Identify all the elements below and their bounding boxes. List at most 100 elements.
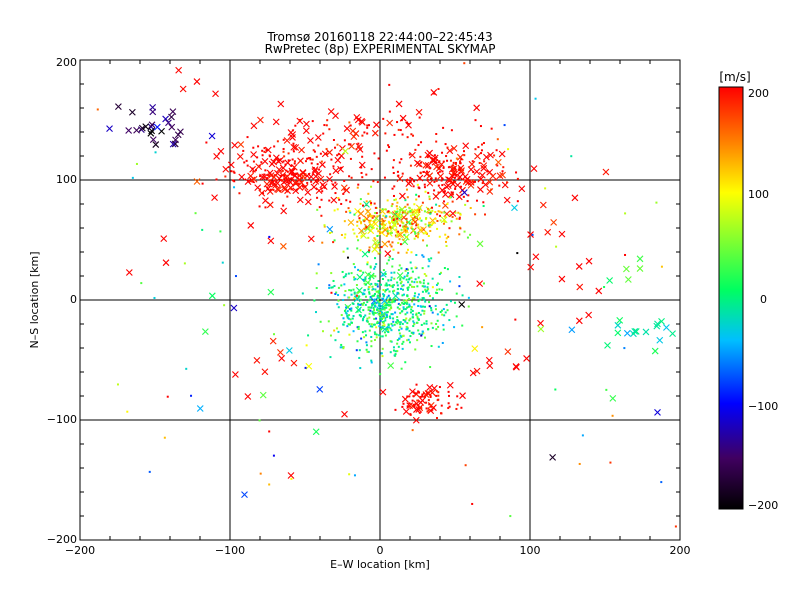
data-point-dot xyxy=(352,263,355,266)
data-point-dot xyxy=(480,152,483,155)
data-point-dot xyxy=(387,279,390,282)
data-point-dot xyxy=(359,202,362,205)
data-point-dot xyxy=(373,220,376,223)
data-point-dot xyxy=(337,286,340,289)
data-point-dot xyxy=(432,406,435,409)
data-point-dot xyxy=(399,312,402,315)
data-point-cross xyxy=(213,152,221,160)
data-point-dot xyxy=(415,198,418,201)
data-point-dot xyxy=(446,268,449,271)
data-point-dot xyxy=(412,230,415,233)
data-point-dot xyxy=(368,246,371,249)
data-point-dot xyxy=(233,180,236,183)
data-point-dot xyxy=(316,173,319,176)
data-point-dot xyxy=(348,314,351,317)
data-point-cross xyxy=(152,141,160,148)
data-point-cross xyxy=(305,362,313,370)
data-point-dot xyxy=(454,163,457,166)
data-point-dot xyxy=(424,300,427,303)
data-point-dot xyxy=(437,87,440,90)
data-point-dot xyxy=(374,311,377,314)
data-point-dot xyxy=(422,228,425,231)
data-point-dot xyxy=(245,159,248,162)
data-point-dot xyxy=(408,207,411,210)
data-point-dot xyxy=(416,339,419,342)
data-point-dot xyxy=(433,154,436,157)
data-point-dot xyxy=(460,158,463,161)
data-point-dot xyxy=(410,331,413,334)
data-point-dot xyxy=(357,142,360,145)
data-point-dot xyxy=(402,306,405,309)
data-point-dot xyxy=(368,292,371,295)
data-point-dot xyxy=(447,407,450,410)
data-point-dot xyxy=(367,306,370,309)
data-point-cross xyxy=(125,127,133,134)
data-point-dot xyxy=(374,275,377,278)
data-point-cross xyxy=(523,355,530,362)
data-point-dot xyxy=(449,300,452,303)
data-point-dot xyxy=(194,212,197,215)
data-point-dot xyxy=(408,319,411,322)
data-point-dot xyxy=(413,294,416,297)
data-point-dot xyxy=(356,310,359,313)
data-point-dot xyxy=(410,226,413,229)
data-point-dot xyxy=(360,171,363,174)
data-point-dot xyxy=(387,259,390,262)
data-point-dot xyxy=(163,436,166,439)
data-point-cross xyxy=(319,161,326,169)
data-point-cross xyxy=(250,122,258,130)
data-point-dot xyxy=(348,333,351,336)
data-point-cross xyxy=(503,196,511,204)
data-point-dot xyxy=(416,208,419,211)
data-point-dot xyxy=(358,290,361,293)
data-point-dot xyxy=(392,290,395,293)
data-point-dot xyxy=(403,228,406,231)
data-point-cross xyxy=(267,237,275,245)
data-point-dot xyxy=(447,402,450,405)
data-point-dot xyxy=(413,281,416,284)
data-point-cross xyxy=(253,357,261,364)
data-point-dot xyxy=(418,209,421,212)
data-point-dot xyxy=(435,203,438,206)
data-point-dot xyxy=(418,298,421,301)
data-point-dot xyxy=(422,285,425,288)
data-point-dot xyxy=(405,217,408,220)
data-point-dot xyxy=(201,228,204,231)
data-point-cross xyxy=(227,161,235,169)
data-point-dot xyxy=(417,329,420,332)
data-point-dot xyxy=(425,170,428,173)
data-point-dot xyxy=(402,225,405,228)
data-point-dot xyxy=(428,294,431,297)
data-point-cross xyxy=(537,319,544,327)
data-point-dot xyxy=(447,390,450,393)
data-point-dot xyxy=(425,218,428,221)
data-point-dot xyxy=(436,399,439,402)
data-point-dot xyxy=(363,336,366,339)
data-point-dot xyxy=(355,235,358,238)
data-point-dot xyxy=(369,306,372,309)
data-point-dot xyxy=(450,220,453,223)
data-point-cross xyxy=(430,384,438,392)
data-point-dot xyxy=(366,261,369,264)
data-point-dot xyxy=(377,280,380,283)
data-point-cross xyxy=(231,141,239,149)
data-point-dot xyxy=(254,169,257,172)
data-point-dot xyxy=(445,155,448,158)
data-point-dot xyxy=(348,473,351,476)
data-point-dot xyxy=(436,219,439,222)
data-point-dot xyxy=(446,146,449,149)
data-point-cross xyxy=(456,153,464,161)
data-point-dot xyxy=(409,214,412,217)
data-point-dot xyxy=(404,361,407,364)
data-point-cross xyxy=(115,103,122,111)
data-point-dot xyxy=(438,204,441,207)
data-point-dot xyxy=(393,277,396,280)
data-point-dot xyxy=(435,283,438,286)
data-point-dot xyxy=(435,162,438,165)
data-point-dot xyxy=(387,329,390,332)
data-point-dot xyxy=(375,227,378,230)
data-point-dot xyxy=(380,326,383,329)
data-point-dot xyxy=(396,288,399,291)
data-point-dot xyxy=(363,282,366,285)
data-point-dot xyxy=(398,161,401,164)
